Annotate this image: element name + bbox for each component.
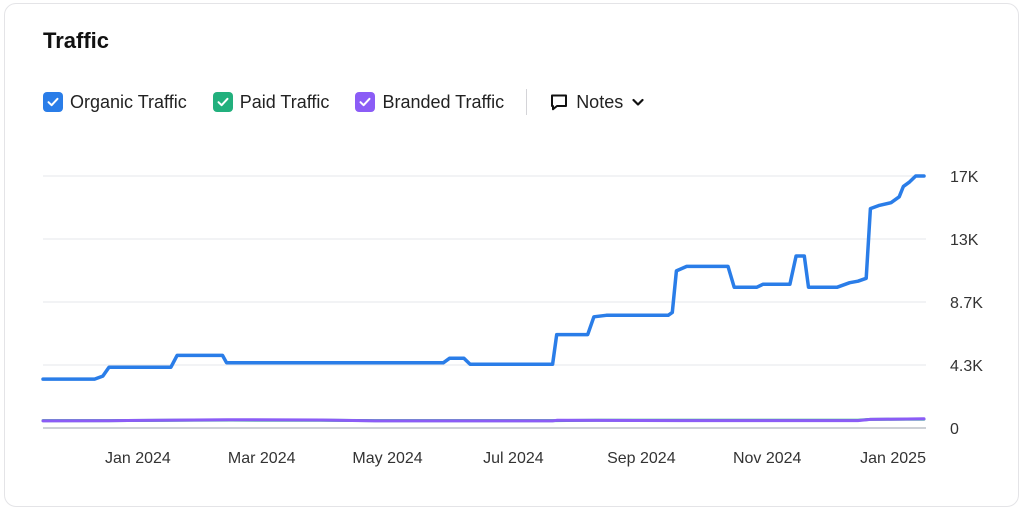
series-line-organic-traffic: [41, 174, 926, 381]
x-tick-label: May 2024: [352, 450, 422, 467]
legend-item-organic-traffic[interactable]: Organic Traffic: [43, 92, 187, 113]
comment-icon: [551, 94, 568, 111]
legend-label: Branded Traffic: [382, 91, 505, 112]
x-tick-label: Jan 2025: [860, 450, 926, 467]
traffic-card: [4, 3, 1019, 507]
x-tick-label: Jan 2024: [105, 450, 171, 467]
x-tick-label: Nov 2024: [733, 450, 802, 467]
notes-dropdown[interactable]: Notes: [549, 92, 645, 113]
checkmark-icon: [217, 97, 229, 107]
x-tick-label: Sep 2024: [607, 450, 676, 467]
y-tick-label: 17K: [950, 169, 979, 186]
legend-divider: [526, 89, 528, 115]
legend-item-branded-traffic[interactable]: Branded Traffic: [355, 92, 504, 113]
x-tick-label: Jul 2024: [483, 450, 544, 467]
notes-label: Notes: [576, 91, 624, 112]
legend-label: Paid Traffic: [239, 91, 330, 112]
x-tick-label: Mar 2024: [228, 450, 296, 467]
legend: Organic Traffic Paid Traffic Branded Tra…: [43, 89, 645, 115]
checkbox-icon[interactable]: [43, 92, 63, 112]
checkmark-icon: [359, 97, 371, 107]
legend-item-paid-traffic[interactable]: Paid Traffic: [212, 91, 330, 113]
y-tick-label: 8.7K: [950, 295, 983, 312]
y-tick-label: 0: [950, 421, 959, 438]
y-tick-label: 13K: [950, 232, 979, 249]
y-tick-label: 4.3K: [950, 358, 983, 375]
checkbox-icon[interactable]: [212, 92, 233, 112]
legend-label: Organic Traffic: [70, 91, 187, 112]
checkmark-icon: [47, 97, 59, 107]
checkbox-icon[interactable]: [355, 92, 376, 112]
card-title: Traffic: [43, 28, 110, 53]
chevron-down-icon: [632, 98, 644, 106]
series-line-branded-traffic: [41, 417, 926, 423]
